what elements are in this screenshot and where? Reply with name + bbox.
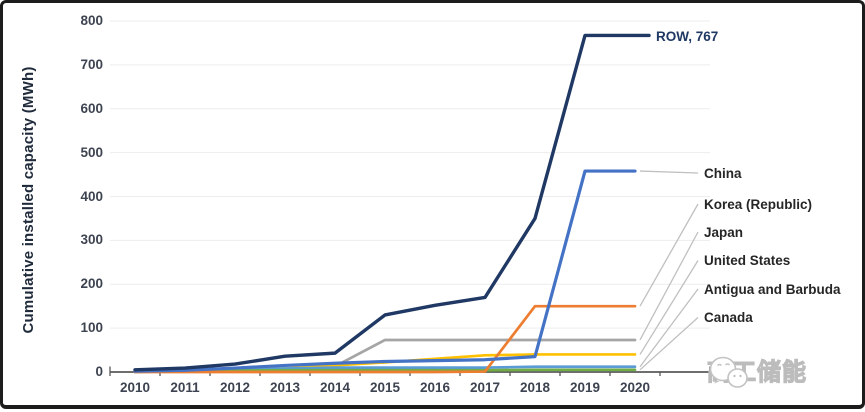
series-line-china [133, 169, 637, 373]
leader-line-antigua-and-barbuda [639, 288, 699, 368]
y-tick-label: 500 [80, 144, 103, 160]
leader-line-canada [639, 317, 699, 371]
y-tick-label: 800 [80, 13, 103, 28]
watermark: 高工储能 [706, 353, 807, 393]
x-tick-label: 2020 [619, 380, 651, 395]
x-tick-label: 2018 [519, 380, 551, 395]
x-tick-label: 2019 [569, 380, 601, 395]
series-line-korea-republic [133, 304, 637, 374]
y-tick-label: 100 [80, 320, 103, 336]
series-line-row [133, 33, 651, 372]
x-tick-label: 2016 [419, 380, 451, 395]
y-tick-label: 700 [80, 56, 103, 72]
y-tick-label: 600 [80, 100, 103, 116]
x-tick-label: 2011 [170, 380, 200, 395]
series-label-antigua-and-barbuda: Antigua and Barbuda [704, 281, 841, 297]
y-tick-label: 400 [80, 188, 103, 204]
x-tick-label: 2013 [269, 380, 301, 395]
y-tick-label: 200 [80, 276, 103, 292]
leader-line-united-states [639, 260, 699, 355]
wechat-icon [709, 356, 748, 388]
x-tick-label: 2017 [469, 380, 501, 395]
x-tick-label: 2015 [369, 380, 401, 395]
series-label-japan: Japan [704, 224, 744, 240]
row-end-label: ROW, 767 [656, 29, 719, 44]
series-label-korea-republic: Korea (Republic) [704, 196, 813, 212]
x-tick-label: 2012 [219, 380, 251, 395]
capacity-line-chart [109, 20, 711, 376]
chart-text-layer: Cumulative installed capacity (MWh) 0 100… [3, 3, 865, 412]
x-tick-label: 2010 [119, 380, 151, 395]
leader-line-china [639, 170, 699, 174]
y-axis-title: Cumulative installed capacity (MWh) [20, 66, 37, 334]
series-label-united-states: United States [704, 253, 791, 268]
y-tick-label: 0 [95, 364, 103, 379]
series-label-china: China [704, 165, 742, 181]
x-tick-label: 2014 [319, 380, 351, 395]
leader-line-japan [639, 231, 699, 341]
series-label-canada: Canada [704, 310, 753, 325]
y-tick-label: 300 [80, 232, 103, 248]
leader-line-korea-republic [639, 203, 699, 307]
